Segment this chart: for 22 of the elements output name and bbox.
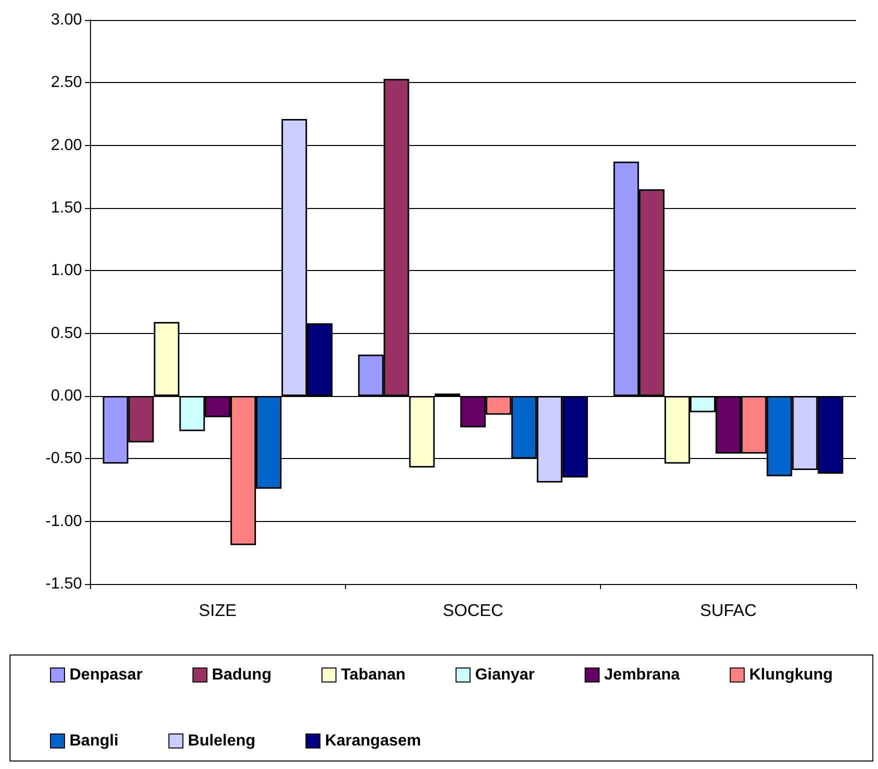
y-tick-label: -1.50 bbox=[46, 576, 82, 592]
legend-label: Gianyar bbox=[475, 666, 535, 684]
legend-label: Badung bbox=[212, 666, 272, 684]
legend-label: Jembrana bbox=[604, 666, 680, 684]
x-tick-label: SUFAC bbox=[700, 601, 757, 620]
y-tick-label: 0.50 bbox=[50, 324, 82, 342]
y-tick-label: 3.00 bbox=[50, 12, 82, 28]
y-tick-label: 2.50 bbox=[50, 74, 82, 92]
y-tick-label: -1.00 bbox=[46, 512, 82, 530]
y-tick-label: -0.50 bbox=[46, 450, 82, 468]
y-tick-label: 1.50 bbox=[50, 200, 82, 216]
x-tick-label: SOCEC bbox=[442, 601, 504, 620]
legend-label: Klungkung bbox=[749, 666, 833, 684]
legend-label: Buleleng bbox=[188, 732, 256, 750]
y-tick-label: 0.00 bbox=[50, 388, 82, 404]
y-tick-label: 1.00 bbox=[50, 262, 82, 280]
y-tick-label: 2.00 bbox=[50, 136, 82, 154]
legend-label: Tabanan bbox=[340, 666, 406, 684]
legend-label: Bangli bbox=[70, 732, 118, 750]
x-tick-label: SIZE bbox=[198, 601, 237, 620]
legend-label: Karangasem bbox=[324, 732, 421, 750]
legend-label: Denpasar bbox=[70, 666, 142, 684]
